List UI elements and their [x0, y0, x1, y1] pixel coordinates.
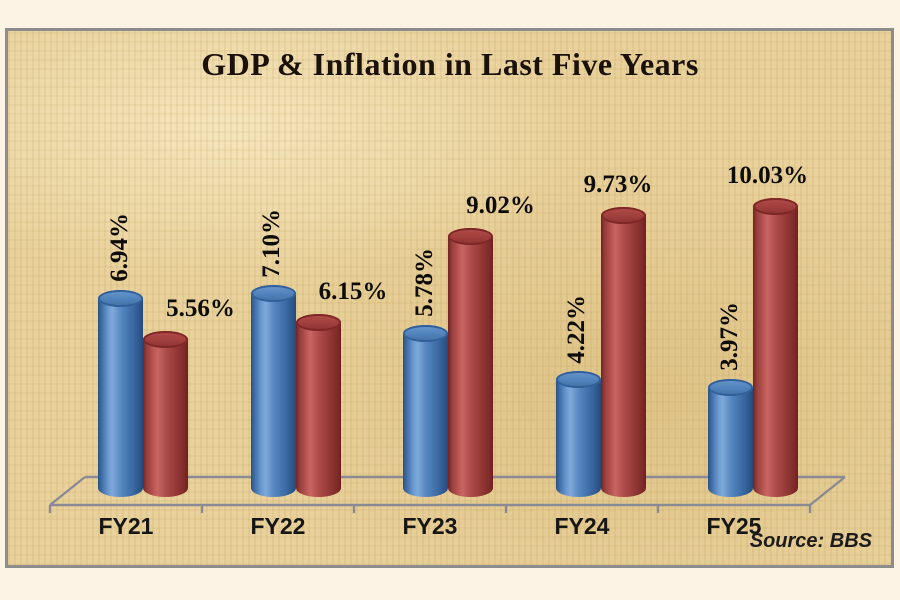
category-label: FY23 — [402, 513, 458, 539]
inflation-bar — [600, 207, 646, 497]
gdp-value-label: 4.22% — [563, 294, 590, 364]
inflation-value-label: 5.56% — [166, 295, 235, 323]
gdp-bar-body — [250, 293, 296, 497]
gdp-bar-cap — [250, 285, 296, 303]
inflation-value-label: 9.73% — [583, 171, 653, 199]
gdp-bar-cap — [403, 324, 448, 342]
category-label: FY21 — [98, 513, 154, 539]
inflation-bar-body — [143, 339, 188, 497]
gdp-bar — [98, 290, 143, 497]
category-label: FY22 — [250, 513, 306, 539]
inflation-value-label: 9.02% — [466, 192, 535, 220]
gdp-bar — [555, 371, 601, 497]
gdp-value-label: 3.97% — [715, 301, 743, 371]
inflation-bar — [295, 313, 341, 497]
inflation-bar-cap — [143, 331, 188, 349]
gdp-value-label: 5.78% — [410, 248, 438, 317]
gdp-value-label: 6.94% — [105, 213, 133, 283]
inflation-bar-cap — [295, 313, 341, 331]
inflation-value-label: 6.15% — [318, 277, 388, 305]
inflation-bar-cap — [600, 207, 646, 225]
inflation-bar-body — [295, 321, 341, 497]
inflation-bar-body — [600, 215, 646, 497]
gdp-bar-cap — [555, 371, 601, 389]
category-label: FY25 — [706, 513, 762, 539]
gdp-bar — [708, 378, 753, 497]
source-credit: Source: BBS — [749, 530, 872, 552]
inflation-bar-cap — [448, 228, 493, 246]
inflation-bar-cap — [753, 198, 798, 216]
inflation-bar-body — [448, 236, 493, 497]
inflation-bar-body — [753, 206, 798, 497]
gdp-value-label: 7.10% — [258, 208, 285, 278]
gdp-bar — [250, 285, 296, 497]
gdp-bar-cap — [708, 378, 753, 396]
gdp-bar-cap — [98, 290, 143, 308]
inflation-bar — [753, 198, 798, 497]
gdp-bar-body — [555, 379, 601, 497]
gdp-bar-body — [98, 298, 143, 497]
inflation-bar — [448, 228, 493, 497]
chart-title: GDP & Inflation in Last Five Years — [201, 46, 699, 82]
gdp-bar-body — [403, 332, 448, 497]
inflation-bar — [143, 331, 188, 497]
inflation-value-label: 10.03% — [726, 162, 809, 190]
gdp-bar-body — [708, 386, 753, 497]
category-label: FY24 — [554, 513, 610, 539]
gdp-bar — [403, 324, 448, 497]
